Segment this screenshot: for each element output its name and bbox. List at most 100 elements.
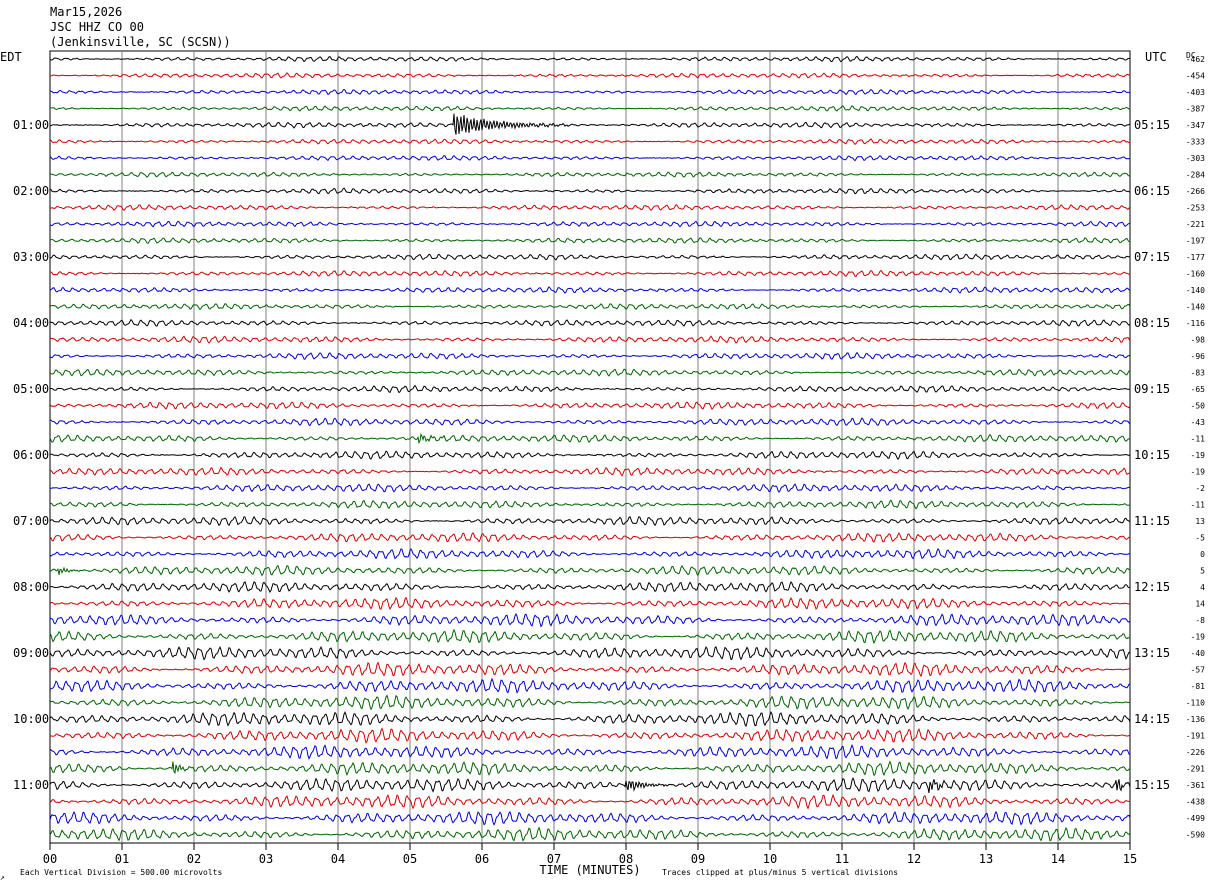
dc-offset-value: -11 <box>1191 435 1206 444</box>
trace-row <box>49 677 1131 694</box>
x-tick-label: 11 <box>835 852 849 866</box>
right-time-labels: 05:15 06:15 07:15 08:15 09:15 10:15 11:15 12:15… <box>1134 118 1170 792</box>
trace-row <box>49 694 1131 711</box>
x-tick-label: 04 <box>331 852 345 866</box>
dc-offset-value: -40 <box>1191 649 1206 658</box>
trace-row <box>49 645 1131 661</box>
trace-row <box>49 710 1131 728</box>
dc-offset-value: -19 <box>1191 468 1206 477</box>
edt-hour-label: 09:00 <box>13 646 49 660</box>
edt-hour-label: 07:00 <box>13 514 49 528</box>
dc-offset-value: -160 <box>1186 270 1205 279</box>
dc-offset-value: -499 <box>1186 814 1205 823</box>
x-tick-label: 07 <box>547 852 561 866</box>
trace-row <box>49 88 1131 96</box>
dc-offset-value: 4 <box>1200 583 1205 592</box>
trace-row <box>49 515 1131 527</box>
trace-row <box>50 237 1131 245</box>
dc-offset-value: -387 <box>1186 105 1205 114</box>
utc-hour-label: 08:15 <box>1134 316 1170 330</box>
edt-hour-label: 11:00 <box>13 778 49 792</box>
trace-row <box>49 187 1131 195</box>
utc-hour-label: 12:15 <box>1134 580 1170 594</box>
edt-hour-label: 01:00 <box>13 118 49 132</box>
edt-hour-label: 02:00 <box>13 184 49 198</box>
right-axis-label: UTC <box>1145 50 1167 64</box>
dc-offset-value: -177 <box>1186 253 1205 262</box>
x-tick-label: 05 <box>403 852 417 866</box>
trace-row <box>49 155 1131 162</box>
dc-offset-value: -19 <box>1191 451 1206 460</box>
dc-offset-value: -50 <box>1191 402 1206 411</box>
edt-hour-label: 06:00 <box>13 448 49 462</box>
dc-offset-value: -454 <box>1186 72 1205 81</box>
dc-offset-value: -333 <box>1186 138 1205 147</box>
trace-row <box>49 269 1131 278</box>
x-tick-label: 15 <box>1123 852 1137 866</box>
trace-row <box>49 368 1131 377</box>
dc-offset-value: -226 <box>1186 748 1205 757</box>
trace-row <box>49 55 1131 63</box>
dc-offset-value: -116 <box>1186 319 1205 328</box>
dc-offset-value: -5 <box>1195 534 1205 543</box>
dc-offset-value: -81 <box>1191 682 1206 691</box>
utc-hour-label: 14:15 <box>1134 712 1170 726</box>
dc-offset-value: -136 <box>1186 715 1205 724</box>
dc-offset-value: -83 <box>1191 369 1206 378</box>
trace-row <box>49 612 1131 628</box>
left-axis-label: EDT <box>0 50 22 64</box>
dc-offset-value: -140 <box>1186 286 1205 295</box>
corner-mark: ↗ <box>0 873 5 882</box>
dc-offset-value: -403 <box>1186 88 1205 97</box>
trace-row <box>49 466 1131 477</box>
x-tick-label: 10 <box>763 852 777 866</box>
dc-offset-value: -266 <box>1186 187 1205 196</box>
dc-offset-value: -8 <box>1195 616 1205 625</box>
trace-row <box>49 743 1131 760</box>
dc-offset-value: -303 <box>1186 154 1205 163</box>
dc-offset-value: -191 <box>1186 732 1205 741</box>
trace-row <box>49 581 1131 594</box>
x-tick-label: 14 <box>1051 852 1065 866</box>
x-tick-label: 03 <box>259 852 273 866</box>
trace-row <box>49 286 1131 294</box>
trace-row <box>49 596 1131 610</box>
x-tick-label: 00 <box>43 852 57 866</box>
dc-offset-value: -361 <box>1186 781 1205 790</box>
trace-row <box>49 318 1131 327</box>
trace-row <box>49 432 1131 445</box>
dc-offset-value: -110 <box>1186 699 1205 708</box>
trace-row <box>49 547 1131 560</box>
trace-group <box>49 55 1131 842</box>
dc-offset-value: -140 <box>1186 303 1205 312</box>
trace-row <box>49 204 1131 211</box>
edt-hour-label: 08:00 <box>13 580 49 594</box>
edt-hour-label: 05:00 <box>13 382 49 396</box>
dc-offset-value: -291 <box>1186 765 1205 774</box>
location-label: (Jenkinsville, SC (SCSN)) <box>50 35 231 49</box>
dc-offset-value: -2 <box>1195 484 1205 493</box>
trace-row <box>49 351 1131 360</box>
utc-hour-label: 05:15 <box>1134 118 1170 132</box>
trace-row <box>49 826 1131 842</box>
dc-offset-value: -98 <box>1191 336 1206 345</box>
dc-offset-value: -284 <box>1186 171 1205 180</box>
trace-row <box>49 661 1131 678</box>
trace-row <box>49 220 1131 228</box>
dc-offset-value: -57 <box>1191 666 1206 675</box>
x-axis-title: TIME (MINUTES) <box>539 863 640 877</box>
trace-row <box>49 810 1131 826</box>
station-label: JSC HHZ CO 00 <box>50 20 144 34</box>
dc-offset-value: -19 <box>1191 633 1206 642</box>
dc-label: DC <box>1186 51 1196 60</box>
utc-hour-label: 10:15 <box>1134 448 1170 462</box>
trace-row <box>49 384 1131 394</box>
trace-row <box>49 628 1131 645</box>
trace-row <box>49 532 1131 543</box>
date-label: Mar15,2026 <box>50 5 122 19</box>
dc-offset-value: -253 <box>1186 204 1205 213</box>
edt-hour-label: 04:00 <box>13 316 49 330</box>
x-tick-label: 06 <box>475 852 489 866</box>
dc-offset-labels: -462 -454 -403 -387 -347 -333 -303 -284 -266 -253… <box>1186 55 1205 840</box>
trace-row <box>49 777 1131 794</box>
